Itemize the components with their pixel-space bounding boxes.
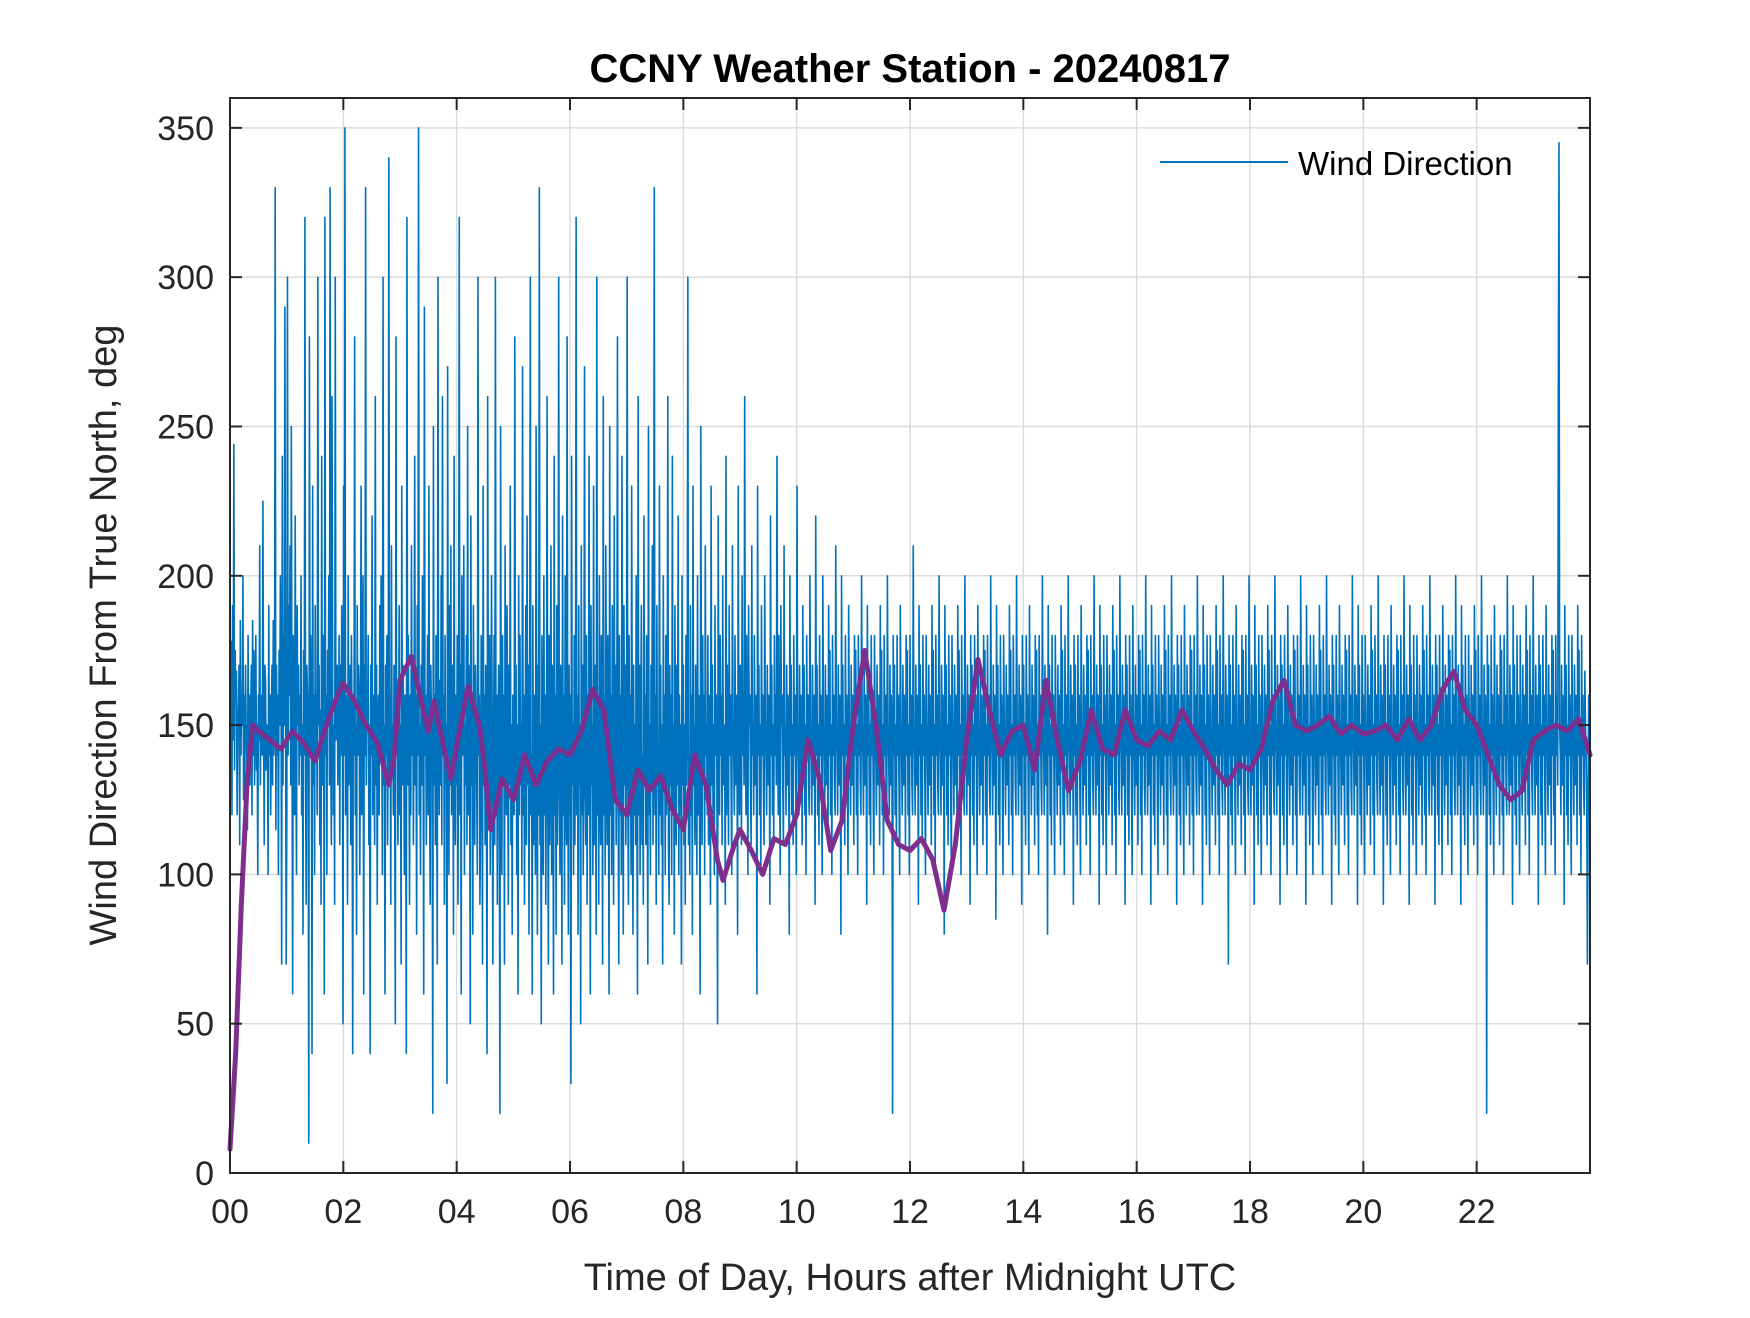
chart-title: CCNY Weather Station - 20240817 [590, 47, 1231, 91]
y-tick-label: 250 [157, 408, 214, 446]
axis-ticks: 00 02 04 06 08 10 12 14 16 18 20 22 0 50 100 150 200 250 3… [157, 98, 1590, 1231]
series-wind-direction-line [229, 127, 1591, 1144]
x-tick-label: 16 [1118, 1193, 1156, 1231]
x-tick-label: 12 [891, 1193, 929, 1231]
y-tick-label: 0 [195, 1155, 214, 1193]
y-tick-label: 50 [176, 1006, 214, 1044]
legend-label-wind-direction: Wind Direction [1298, 145, 1513, 182]
x-tick-label: 00 [211, 1193, 249, 1231]
x-tick-label: 10 [778, 1193, 816, 1231]
y-tick-label: 200 [157, 558, 214, 596]
x-tick-label: 20 [1344, 1193, 1382, 1231]
x-tick-label: 08 [664, 1193, 702, 1231]
x-tick-label: 14 [1004, 1193, 1042, 1231]
series-moving-average-line [227, 647, 1593, 1152]
y-tick-label: 100 [157, 856, 214, 894]
x-tick-label: 22 [1458, 1193, 1496, 1231]
x-tick-label: 04 [438, 1193, 476, 1231]
x-tick-label: 18 [1231, 1193, 1269, 1231]
legend: Wind Direction [1160, 145, 1513, 182]
y-tick-label: 150 [157, 707, 214, 745]
x-tick-label: 02 [324, 1193, 362, 1231]
y-tick-label: 300 [157, 259, 214, 297]
y-axis-label: Wind Direction From True North, deg [83, 325, 125, 946]
y-tick-label: 350 [157, 110, 214, 148]
x-tick-label: 06 [551, 1193, 589, 1231]
series-layer [227, 127, 1593, 1152]
x-axis-label: Time of Day, Hours after Midnight UTC [584, 1257, 1237, 1299]
